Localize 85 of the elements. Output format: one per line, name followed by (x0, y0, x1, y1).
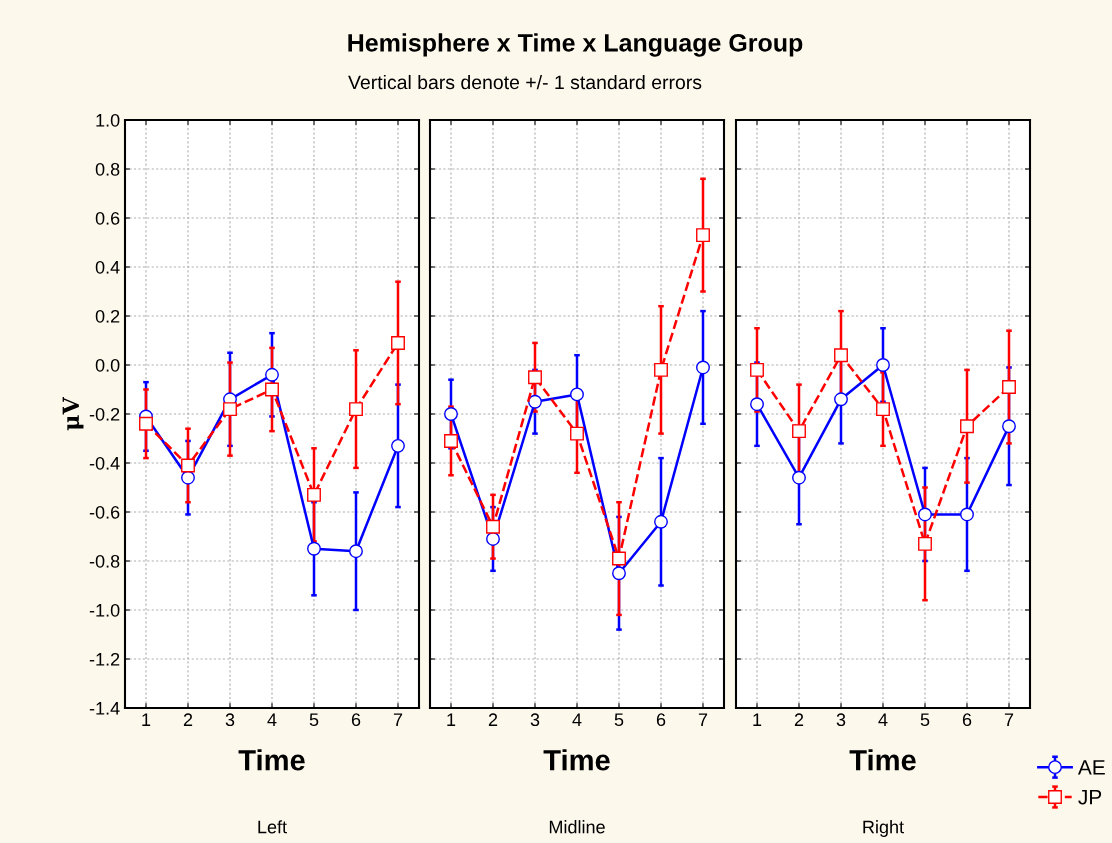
x-tick-label: 3 (530, 713, 540, 727)
x-axis-title: Time (849, 749, 916, 771)
y-tick-label: -0.6 (89, 505, 120, 519)
point (918, 536, 932, 551)
text: Hemisphere x Time x Language Group (348, 33, 803, 57)
point (181, 470, 195, 485)
text: Vertical bars denote +/- 1 standard errors (348, 74, 702, 90)
point (834, 348, 848, 363)
y-tick-label: 0.4 (95, 260, 120, 274)
point (444, 434, 458, 448)
y-tick-label: 1.0 (96, 113, 120, 127)
y-tick-label: -0.2 (89, 407, 120, 421)
text: Right (863, 820, 904, 837)
point (750, 397, 764, 412)
x-tick-label: 6 (962, 713, 972, 727)
text: Left (258, 820, 287, 834)
point (792, 424, 806, 439)
point (612, 566, 626, 581)
x-axis-title: Time (238, 749, 305, 771)
point (750, 362, 764, 377)
point (654, 514, 668, 529)
point (349, 402, 363, 417)
point (570, 387, 584, 402)
point (1002, 419, 1016, 434)
x-tick-label: 1 (447, 713, 456, 726)
y-tick-label: -0.4 (89, 456, 120, 470)
point (570, 426, 584, 441)
point (444, 407, 458, 421)
x-tick-label: 4 (878, 713, 888, 726)
point (349, 544, 363, 559)
x-tick-label: 4 (572, 713, 582, 726)
x-tick-label: 3 (225, 713, 235, 727)
point (876, 358, 890, 372)
point (528, 370, 542, 385)
x-tick-label: 2 (794, 713, 804, 726)
y-axis-title: μV (62, 396, 84, 431)
point (918, 507, 932, 522)
point (181, 458, 195, 473)
x-tick-label: 7 (1004, 713, 1014, 726)
y-tick-label: -1.0 (89, 603, 120, 617)
x-axis-title: Time (543, 749, 610, 771)
point (486, 532, 500, 546)
point (834, 392, 848, 407)
point (612, 551, 626, 566)
point (307, 487, 321, 502)
x-tick-label: 3 (836, 713, 846, 727)
x-tick-label: 1 (142, 713, 151, 726)
x-tick-label: 2 (183, 713, 193, 726)
x-tick-label: 7 (393, 713, 403, 726)
x-tick-label: 2 (488, 713, 498, 726)
point (876, 402, 890, 417)
y-tick-label: 0.0 (95, 358, 120, 372)
point (792, 470, 806, 485)
legend-label: JP (1078, 789, 1102, 805)
x-tick-label: 1 (753, 713, 762, 726)
point (391, 336, 405, 350)
point (960, 507, 974, 522)
x-tick-label: 7 (698, 713, 708, 726)
point (265, 382, 279, 397)
y-tick-label: 0.2 (95, 309, 120, 323)
point (1002, 380, 1016, 394)
y-tick-label: 0.6 (95, 211, 120, 225)
point (391, 438, 405, 453)
y-tick-label: 0.8 (95, 162, 120, 176)
x-tick-label: 5 (309, 713, 319, 727)
point (223, 402, 237, 417)
x-tick-label: 5 (920, 713, 930, 727)
point (528, 394, 542, 409)
point (960, 419, 974, 434)
x-tick-label: 6 (351, 713, 361, 727)
point (696, 360, 710, 375)
point (139, 416, 153, 431)
point (486, 519, 500, 534)
text: Midline (549, 820, 605, 834)
point (654, 362, 668, 377)
legend-label: AE (1077, 760, 1105, 775)
x-tick-label: 4 (267, 713, 277, 726)
y-tick-label: -0.8 (89, 554, 120, 568)
y-tick-label: -1.4 (89, 702, 120, 715)
x-tick-label: 5 (614, 713, 624, 727)
point (696, 228, 710, 243)
point (265, 367, 279, 382)
x-tick-label: 6 (656, 713, 666, 727)
y-tick-label: -1.2 (89, 652, 120, 666)
point (307, 541, 321, 556)
